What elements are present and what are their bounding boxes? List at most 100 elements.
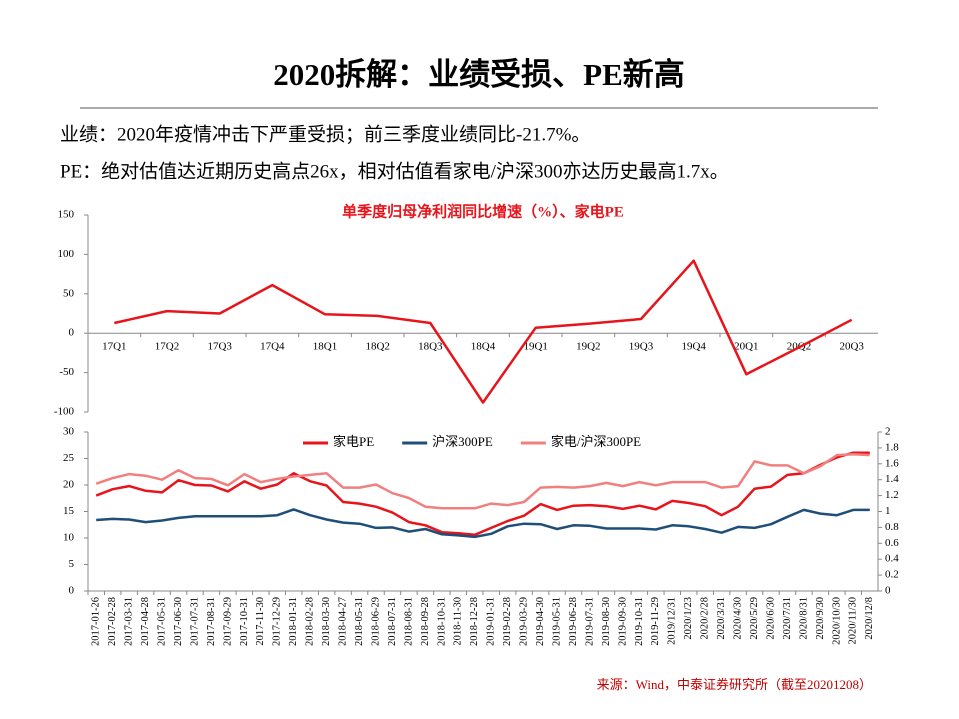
x-tick-label: 2018-11-30: [453, 597, 464, 646]
x-tick-label: 2018-04-27: [338, 597, 349, 646]
y2-tick-label: 0: [885, 585, 891, 597]
x-tick-label: 2017-05-31: [156, 597, 167, 646]
y-tick-label: 20: [63, 479, 75, 491]
series-line: [95, 451, 870, 537]
legend-label: 家电PE: [333, 434, 374, 449]
x-tick-label: 2019-03-29: [519, 597, 530, 646]
x-tick-label: 2019-02-28: [502, 597, 513, 646]
series-line: [96, 508, 870, 539]
series-line: [114, 259, 853, 404]
x-tick-label: 2017-08-31: [206, 597, 217, 646]
chart-title: 单季度归母净利润同比增速（%）、家电PE: [342, 202, 624, 220]
y-tick-label: 30: [63, 426, 75, 438]
x-tick-label: 18Q4: [471, 341, 496, 353]
y2-tick-label: 1.8: [885, 441, 899, 453]
x-tick-label: 2020/8/31: [798, 597, 809, 640]
x-tick-label: 2020/2/28: [700, 597, 711, 640]
x-tick-label: 2018-06-29: [370, 597, 381, 646]
x-tick-label: 19Q1: [523, 341, 547, 353]
x-tick-label: 2018-05-31: [354, 597, 365, 646]
x-tick-label: 18Q1: [313, 341, 337, 353]
y-tick-label: 0: [69, 327, 75, 339]
x-tick-label: 2017-12-29: [272, 597, 283, 646]
y-tick-label: 100: [58, 248, 75, 260]
x-tick-label: 2020/1/23: [683, 597, 694, 640]
x-tick-label: 18Q3: [418, 341, 443, 353]
x-tick-label: 2020/12/8: [864, 597, 875, 640]
x-tick-label: 2018-08-31: [403, 597, 414, 646]
y2-tick-label: 1: [885, 505, 891, 517]
x-tick-label: 2020/6/30: [765, 597, 776, 640]
x-tick-label: 2017-07-31: [189, 597, 200, 646]
x-tick-label: 2019-09-30: [617, 597, 628, 646]
x-tick-label: 2017-04-28: [140, 597, 151, 646]
x-tick-label: 2018-07-31: [387, 597, 398, 646]
y2-tick-label: 0.6: [885, 537, 899, 549]
legend-label: 沪深300PE: [432, 434, 493, 449]
x-tick-label: 17Q4: [260, 341, 285, 353]
x-tick-label: 2020/9/30: [815, 597, 826, 640]
x-tick-label: 20Q3: [839, 341, 864, 353]
x-tick-label: 2019-07-31: [584, 597, 595, 646]
x-tick-label: 2019-08-30: [601, 597, 612, 646]
x-tick-label: 2020/7/31: [782, 597, 793, 640]
y2-tick-label: 0.8: [885, 521, 899, 533]
y2-tick-label: 1.2: [885, 489, 899, 501]
x-tick-label: 2017-06-30: [173, 597, 184, 646]
x-tick-label: 2018-10-31: [436, 597, 447, 646]
bullet: PE：绝对估值达近期历史高点26x，相对估值看家电/沪深300亦达历史最高1.7…: [60, 160, 729, 182]
y-tick-label: 10: [63, 532, 75, 544]
x-tick-label: 17Q1: [102, 341, 126, 353]
x-tick-label: 19Q3: [629, 341, 654, 353]
y-tick-label: 25: [63, 452, 75, 464]
x-tick-label: 2019-11-29: [650, 597, 661, 646]
x-tick-label: 2019/12/31: [667, 597, 678, 645]
x-tick-label: 19Q4: [681, 341, 706, 353]
slide-title: 2020拆解：业绩受损、PE新高: [273, 57, 685, 92]
x-tick-label: 20Q1: [734, 341, 758, 353]
y-tick-label: -100: [54, 406, 75, 418]
x-tick-label: 18Q2: [365, 341, 389, 353]
y-tick-label: 5: [69, 558, 75, 570]
x-tick-label: 2018-01-31: [288, 597, 299, 646]
y-tick-label: 0: [69, 585, 75, 597]
x-tick-label: 2019-10-31: [634, 597, 645, 646]
y2-tick-label: 1.6: [885, 457, 899, 469]
y-tick-label: 50: [63, 287, 75, 299]
x-tick-label: 17Q2: [155, 341, 179, 353]
x-tick-label: 2018-12-28: [469, 597, 480, 646]
x-tick-label: 2017-02-28: [107, 597, 118, 646]
x-tick-label: 2018-02-28: [305, 597, 316, 646]
y2-tick-label: 0.4: [885, 553, 899, 565]
x-tick-label: 2018-03-30: [321, 597, 332, 646]
y2-tick-label: 2: [885, 426, 891, 438]
x-tick-label: 2020/10/30: [831, 597, 842, 645]
y-tick-label: -50: [59, 366, 74, 378]
x-tick-label: 2017-03-31: [124, 597, 135, 646]
x-tick-label: 2017-10-31: [239, 597, 250, 646]
bullet: 业绩：2020年疫情冲击下严重受损；前三季度业绩同比-21.7%。: [60, 123, 590, 145]
series-line: [95, 453, 870, 510]
x-tick-label: 17Q3: [207, 341, 232, 353]
x-tick-label: 2020/4/30: [733, 597, 744, 640]
x-tick-label: 2019-06-28: [568, 597, 579, 646]
x-tick-label: 2017-11-30: [255, 597, 266, 646]
y2-tick-label: 1.4: [885, 473, 899, 485]
source-note: 来源：Wind，中泰证券研究所（截至20201208）: [597, 677, 872, 692]
y2-tick-label: 0.2: [885, 569, 899, 581]
x-tick-label: 2020/5/29: [749, 597, 760, 640]
x-tick-label: 2017-01-26: [91, 597, 102, 646]
y-tick-label: 150: [58, 209, 75, 221]
x-tick-label: 2020/3/31: [716, 597, 727, 640]
x-tick-label: 2019-04-30: [535, 597, 546, 646]
x-tick-label: 2018-09-28: [420, 597, 431, 646]
x-tick-label: 2017-09-29: [222, 597, 233, 646]
x-tick-label: 19Q2: [576, 341, 600, 353]
x-tick-label: 2019-05-31: [551, 597, 562, 646]
x-tick-label: 2020/11/30: [848, 597, 859, 644]
y-tick-label: 15: [63, 505, 75, 517]
legend-label: 家电/沪深300PE: [551, 434, 641, 449]
x-tick-label: 2019-01-31: [486, 597, 497, 646]
